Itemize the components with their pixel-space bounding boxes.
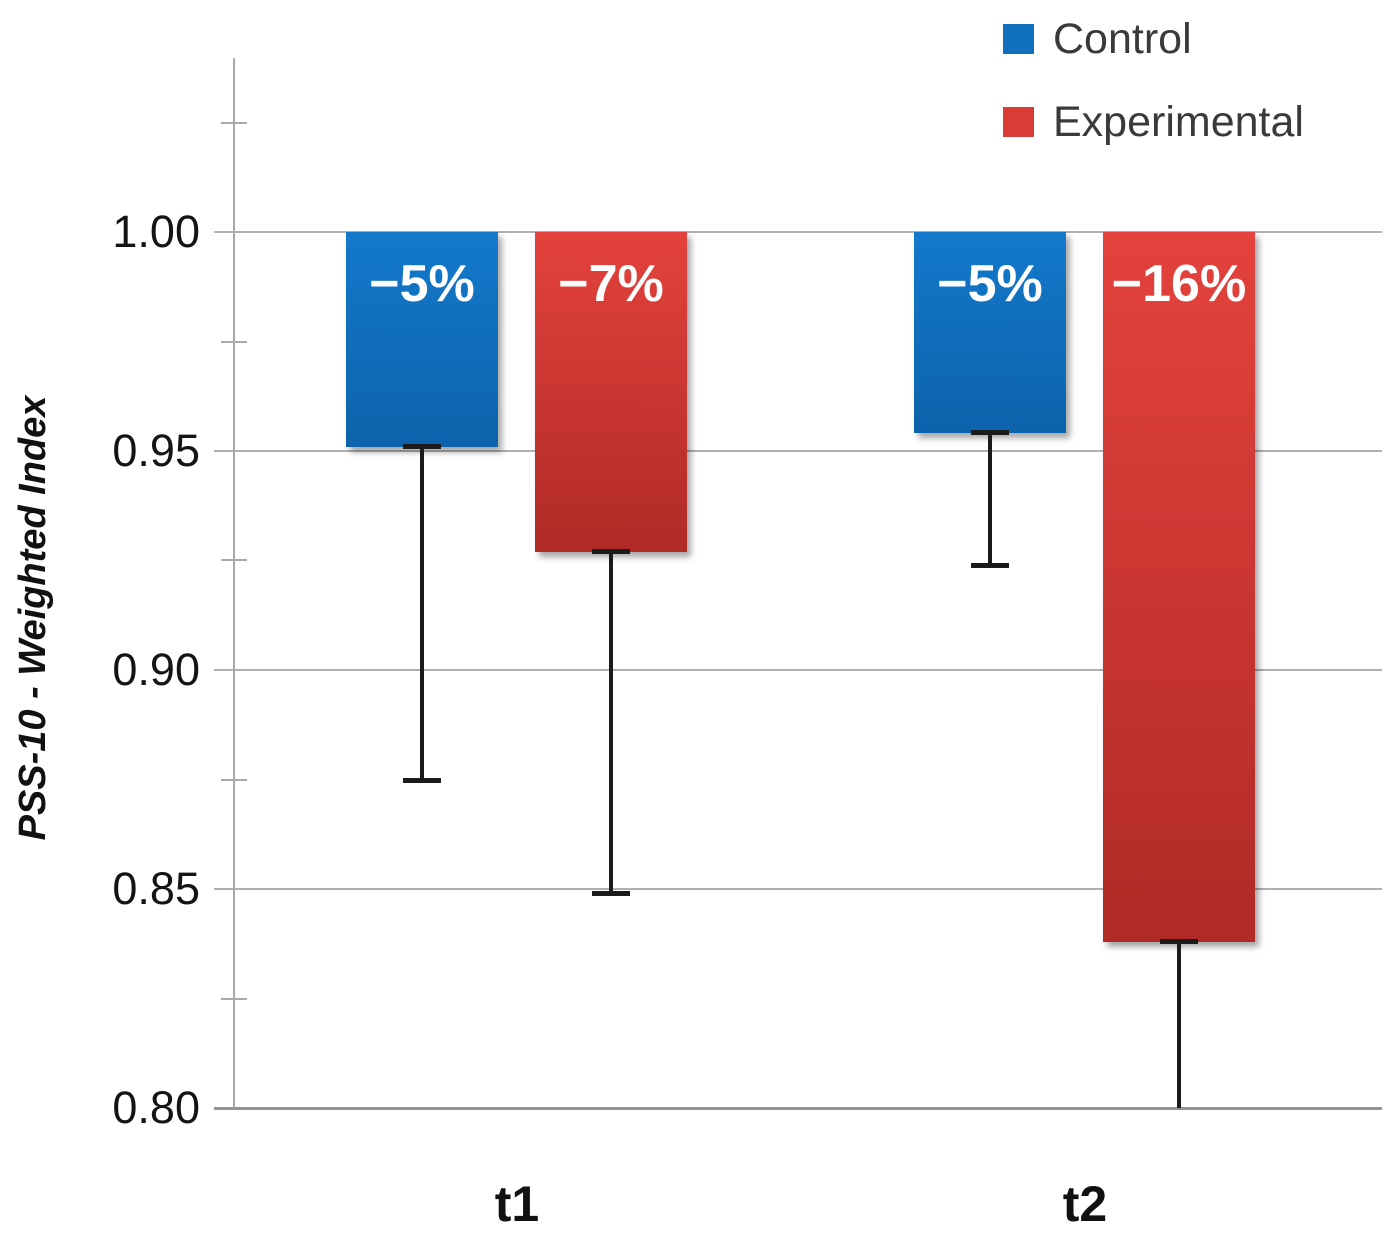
- error-bar-line: [609, 552, 613, 893]
- y-tick-label-0.90: 0.90: [112, 644, 200, 695]
- error-bar-bottom-cap: [971, 563, 1009, 568]
- error-bar-top-cap: [592, 549, 630, 554]
- legend-label-control: Control: [1053, 15, 1192, 63]
- bar-value-label: −7%: [558, 255, 664, 313]
- gridline-0.85: [214, 888, 1382, 890]
- bar-control-t2: −5%: [914, 232, 1066, 433]
- y-tick-label-1.00: 1.00: [112, 206, 200, 257]
- y-axis-title: PSS-10 - Weighted Index: [12, 395, 54, 841]
- bar-control-t1: −5%: [346, 232, 498, 447]
- gridline-0.90: [214, 669, 1382, 671]
- legend-swatch-experimental: [1003, 107, 1034, 137]
- x-tick-label-t2: t2: [1062, 1176, 1108, 1232]
- bar-value-label: −5%: [369, 255, 475, 313]
- bar-value-label: −5%: [937, 255, 1043, 313]
- legend-swatch-control: [1003, 24, 1034, 54]
- legend-item-control: Control: [1003, 16, 1192, 62]
- error-bar-top-cap: [403, 444, 441, 449]
- legend-item-experimental: Experimental: [1003, 99, 1304, 145]
- error-bar-bottom-cap: [403, 778, 441, 783]
- gridline-1.00: [214, 231, 1382, 233]
- x-tick-label-t1: t1: [494, 1176, 540, 1232]
- y-tick-label-0.85: 0.85: [112, 863, 200, 914]
- error-bar-line: [420, 447, 424, 780]
- error-bar-line: [988, 433, 992, 565]
- error-bar-top-cap: [971, 430, 1009, 435]
- gridline-0.95: [214, 450, 1382, 452]
- bar-experimental-t2: −16%: [1103, 232, 1255, 942]
- y-tick-label-0.95: 0.95: [112, 425, 200, 476]
- y-tick-label-0.80: 0.80: [112, 1082, 200, 1133]
- error-bar-bottom-cap: [592, 891, 630, 896]
- error-bar-top-cap: [1160, 939, 1198, 944]
- gridline-0.80: [214, 1107, 1382, 1110]
- legend-label-experimental: Experimental: [1053, 98, 1304, 146]
- bar-experimental-t1: −7%: [535, 232, 687, 552]
- bar-value-label: −16%: [1111, 255, 1247, 313]
- y-axis-line: [233, 58, 235, 1108]
- error-bar-line: [1177, 942, 1181, 1108]
